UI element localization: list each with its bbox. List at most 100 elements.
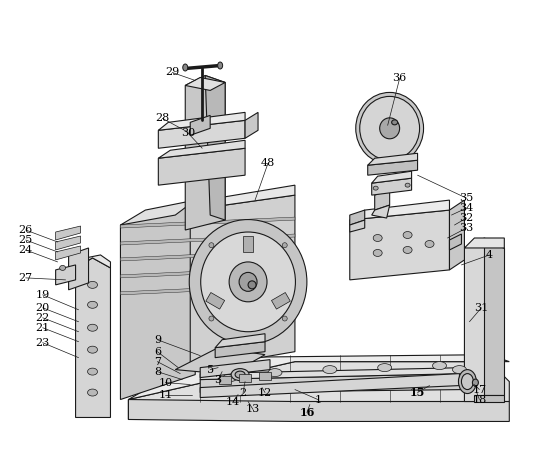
Ellipse shape — [433, 361, 447, 370]
Ellipse shape — [88, 346, 98, 353]
Text: 22: 22 — [36, 313, 50, 323]
Polygon shape — [485, 238, 504, 395]
Polygon shape — [56, 246, 81, 260]
Text: 3: 3 — [215, 375, 222, 385]
Polygon shape — [190, 115, 210, 135]
Polygon shape — [200, 360, 270, 378]
Polygon shape — [120, 250, 295, 261]
Ellipse shape — [60, 266, 66, 270]
Polygon shape — [190, 195, 295, 370]
Ellipse shape — [88, 324, 98, 331]
Text: 5: 5 — [207, 365, 214, 375]
Polygon shape — [128, 361, 509, 419]
Ellipse shape — [235, 371, 245, 378]
Ellipse shape — [209, 243, 214, 247]
Text: 34: 34 — [459, 203, 474, 213]
Polygon shape — [75, 258, 111, 418]
Polygon shape — [128, 399, 509, 421]
Polygon shape — [350, 210, 365, 225]
Ellipse shape — [231, 369, 249, 380]
Text: 16: 16 — [299, 407, 314, 418]
Ellipse shape — [405, 183, 410, 187]
Text: 7: 7 — [154, 357, 161, 367]
Polygon shape — [200, 374, 460, 398]
Ellipse shape — [268, 369, 282, 377]
Text: 20: 20 — [36, 303, 50, 313]
Ellipse shape — [373, 235, 382, 241]
Ellipse shape — [218, 62, 223, 69]
Polygon shape — [464, 238, 504, 248]
Ellipse shape — [229, 262, 267, 302]
Text: 14: 14 — [226, 397, 240, 407]
Polygon shape — [474, 395, 504, 401]
Text: 48: 48 — [261, 158, 275, 168]
Polygon shape — [120, 284, 295, 295]
Text: 17: 17 — [472, 385, 487, 395]
Polygon shape — [185, 77, 225, 90]
Text: 19: 19 — [36, 290, 50, 300]
Ellipse shape — [282, 243, 287, 247]
Polygon shape — [158, 148, 245, 185]
Ellipse shape — [88, 301, 98, 308]
Polygon shape — [350, 200, 449, 220]
Text: 6: 6 — [154, 347, 161, 357]
Text: 28: 28 — [155, 114, 170, 124]
Polygon shape — [120, 217, 295, 228]
Polygon shape — [56, 265, 75, 285]
Polygon shape — [120, 267, 295, 278]
Polygon shape — [219, 376, 231, 384]
Ellipse shape — [323, 366, 337, 374]
Ellipse shape — [373, 186, 378, 190]
Text: 2: 2 — [240, 388, 247, 398]
Polygon shape — [350, 210, 449, 280]
Text: 23: 23 — [36, 338, 50, 348]
Text: 30: 30 — [181, 128, 195, 138]
Text: 4: 4 — [486, 250, 493, 260]
Text: 15: 15 — [410, 387, 425, 398]
Ellipse shape — [392, 120, 398, 125]
Text: 31: 31 — [474, 303, 488, 313]
Polygon shape — [158, 140, 245, 158]
Text: 26: 26 — [18, 225, 33, 235]
Ellipse shape — [403, 247, 412, 254]
Polygon shape — [449, 234, 461, 250]
Text: 11: 11 — [158, 390, 172, 399]
Polygon shape — [200, 368, 464, 380]
Polygon shape — [375, 190, 390, 210]
Text: 12: 12 — [258, 388, 272, 398]
Ellipse shape — [453, 366, 467, 374]
Text: 1: 1 — [314, 395, 321, 405]
Ellipse shape — [248, 281, 256, 289]
Polygon shape — [464, 238, 504, 401]
Ellipse shape — [356, 93, 423, 164]
Polygon shape — [158, 113, 245, 130]
Polygon shape — [206, 293, 224, 309]
Polygon shape — [245, 113, 258, 138]
Ellipse shape — [282, 316, 287, 321]
Text: 21: 21 — [36, 323, 50, 332]
Polygon shape — [190, 185, 295, 210]
Text: 27: 27 — [18, 273, 33, 283]
Polygon shape — [200, 374, 464, 392]
Text: 13: 13 — [246, 405, 260, 415]
Ellipse shape — [473, 379, 479, 386]
Polygon shape — [367, 153, 417, 165]
Ellipse shape — [239, 272, 257, 291]
Ellipse shape — [223, 374, 237, 381]
Polygon shape — [372, 205, 390, 218]
Polygon shape — [272, 293, 291, 309]
Ellipse shape — [189, 219, 307, 344]
Ellipse shape — [88, 368, 98, 375]
Polygon shape — [185, 76, 225, 230]
Polygon shape — [243, 236, 253, 252]
Ellipse shape — [88, 281, 98, 288]
Text: 8: 8 — [154, 367, 161, 377]
Text: 35: 35 — [459, 193, 474, 203]
Polygon shape — [215, 334, 265, 348]
Ellipse shape — [380, 118, 399, 139]
Ellipse shape — [373, 249, 382, 256]
Polygon shape — [120, 234, 295, 245]
Polygon shape — [120, 200, 195, 399]
Text: 29: 29 — [165, 67, 179, 77]
Text: 9: 9 — [154, 335, 161, 345]
